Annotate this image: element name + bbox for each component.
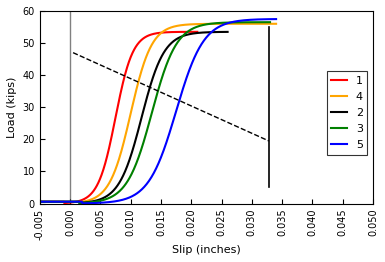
5 [145, 182, 149, 185]
1 [37, 200, 42, 203]
5 [216, 26, 220, 29]
1 [78, 199, 83, 202]
5 [99, 201, 103, 204]
2 [179, 35, 184, 38]
1 [65, 201, 70, 204]
5 [274, 18, 278, 21]
3 [268, 21, 272, 24]
2 [37, 200, 42, 203]
Line: 5: 5 [40, 19, 276, 203]
X-axis label: Slip (inches): Slip (inches) [172, 245, 241, 255]
4 [196, 23, 200, 26]
2 [71, 200, 75, 203]
5 [80, 202, 85, 205]
3 [77, 201, 82, 205]
1 [143, 36, 147, 39]
Line: 4: 4 [40, 24, 276, 202]
Legend: 1, 4, 2, 3, 5: 1, 4, 2, 3, 5 [327, 71, 368, 155]
1 [131, 51, 135, 54]
2 [163, 48, 168, 52]
1 [195, 30, 199, 33]
5 [37, 200, 42, 203]
Line: 2: 2 [40, 32, 228, 203]
4 [99, 192, 103, 195]
2 [225, 30, 230, 34]
Y-axis label: Load (kips): Load (kips) [7, 77, 17, 138]
4 [80, 200, 84, 203]
2 [77, 201, 82, 204]
2 [123, 170, 127, 173]
4 [274, 22, 278, 25]
2 [149, 83, 153, 86]
3 [174, 43, 178, 47]
5 [79, 200, 84, 203]
4 [145, 53, 149, 56]
5 [177, 99, 182, 102]
Line: 3: 3 [40, 22, 270, 203]
3 [97, 199, 102, 203]
Line: 1: 1 [40, 32, 197, 203]
1 [109, 137, 114, 140]
1 [156, 31, 161, 35]
3 [79, 201, 83, 205]
2 [86, 200, 90, 204]
4 [37, 200, 42, 203]
4 [216, 22, 220, 25]
3 [142, 138, 147, 141]
4 [77, 201, 82, 204]
3 [211, 22, 216, 25]
5 [196, 49, 200, 52]
3 [192, 26, 196, 30]
4 [177, 24, 182, 27]
3 [37, 200, 42, 203]
1 [62, 201, 67, 205]
